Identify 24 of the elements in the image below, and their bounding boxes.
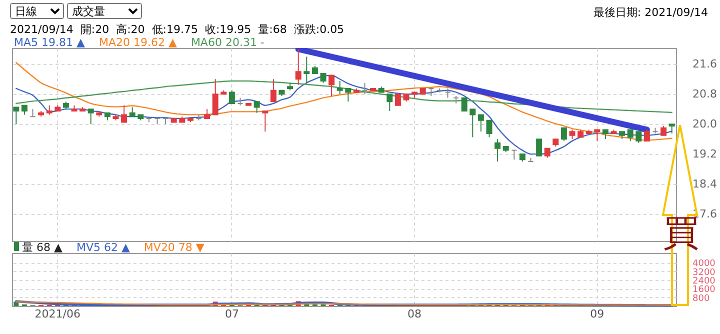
y-tick-label: 4000	[692, 259, 716, 270]
text: MV20 78 ▼	[144, 241, 204, 254]
dropdown: 日線	[10, 3, 64, 19]
text: MA20 19.62 ▲	[98, 36, 177, 49]
y-tick-label: 21.6	[692, 58, 717, 71]
y-tick-label: 18.4	[692, 178, 717, 191]
y-tick-label: 800	[692, 294, 710, 304]
text: MA5 19.81 ▲	[14, 36, 85, 49]
x-tick-label: 2021/06	[34, 308, 80, 320]
y-tick-label: 2400	[692, 276, 716, 287]
text: 最後日期: 2021/09/14	[593, 5, 708, 20]
x-tick-label: 07	[224, 308, 239, 320]
y-tick-label: 1600	[692, 285, 716, 296]
dropdown: 成交量	[67, 3, 142, 19]
x-tick-label: 09	[590, 308, 604, 320]
legend-label: 量 68 ▲	[22, 241, 62, 254]
y-tick-label: 3200	[692, 268, 716, 278]
y-tick-label: 20.8	[692, 88, 717, 101]
y-tick-label: 20.0	[692, 118, 717, 131]
text: 2021/09/14 開:20 高:20 低:19.75 收:19.95 量:68 漲跌:0.05	[10, 22, 344, 37]
text: MA60 20.31 -	[190, 36, 264, 49]
text: MV5 62 ▲	[76, 241, 130, 254]
x-tick-label: 08	[408, 308, 422, 320]
y-tick-label: 19.2	[692, 148, 717, 161]
